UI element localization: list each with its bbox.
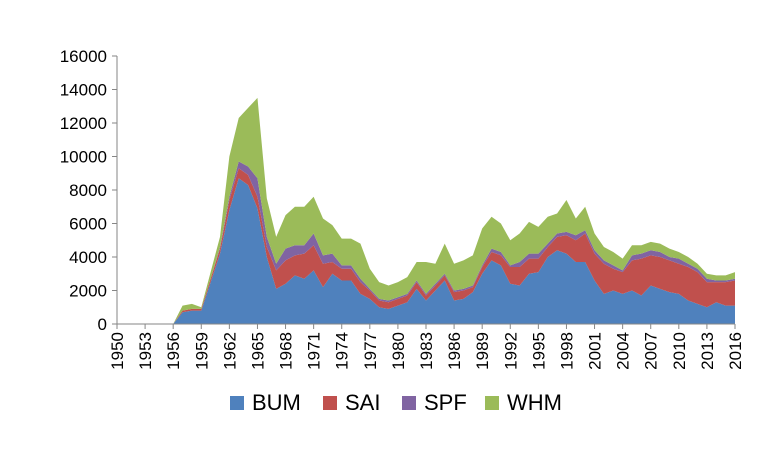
x-tick-label: 1977 [361, 332, 380, 370]
x-tick-label: 2013 [698, 332, 717, 370]
x-tick-label: 1989 [473, 332, 492, 370]
x-axis-tick-labels: 1950 1953 1956 1959 1962 1965 1968 1971 1974 1977… [108, 332, 745, 370]
x-tick-label: 1965 [248, 332, 267, 370]
legend-label-bum: BUM [252, 390, 301, 415]
x-tick-label: 2016 [726, 332, 745, 370]
x-tick-label: 1974 [333, 332, 352, 370]
y-tick-label: 2000 [69, 282, 107, 301]
y-tick-label: 8000 [69, 181, 107, 200]
x-tick-label: 1995 [529, 332, 548, 370]
x-tick-label: 1971 [305, 332, 324, 370]
x-tick-label: 1998 [557, 332, 576, 370]
x-tick-label: 2007 [642, 332, 661, 370]
y-tick-label: 16000 [60, 47, 107, 66]
legend-label-sai: SAI [345, 390, 380, 415]
x-tick-label: 1980 [389, 332, 408, 370]
x-tick-label: 1959 [192, 332, 211, 370]
axes-group [112, 55, 736, 329]
legend: BUM SAI SPF WHM [230, 390, 562, 415]
area-series-group [117, 97, 735, 324]
y-tick-label: 14000 [60, 81, 107, 100]
x-tick-label: 1968 [277, 332, 296, 370]
y-axis-tick-labels: 0 2000 4000 6000 8000 10000 12000 14000 16000 [60, 47, 107, 334]
area-bum [117, 178, 735, 324]
y-tick-label: 0 [98, 315, 107, 334]
legend-label-whm: WHM [507, 390, 562, 415]
y-tick-label: 10000 [60, 148, 107, 167]
legend-swatch-spf [402, 396, 416, 410]
x-tick-label: 1992 [501, 332, 520, 370]
x-tick-label: 1956 [164, 332, 183, 370]
legend-label-spf: SPF [424, 390, 467, 415]
x-tick-label: 1962 [220, 332, 239, 370]
x-tick-label: 2004 [614, 332, 633, 370]
x-tick-label: 1983 [417, 332, 436, 370]
y-tick-label: 6000 [69, 215, 107, 234]
x-tick-label: 2001 [586, 332, 605, 370]
y-tick-label: 12000 [60, 114, 107, 133]
x-tick-label: 2010 [670, 332, 689, 370]
x-tick-label: 1953 [136, 332, 155, 370]
legend-swatch-whm [485, 396, 499, 410]
area-whm [117, 97, 735, 324]
legend-swatch-sai [323, 396, 337, 410]
legend-swatch-bum [230, 396, 244, 410]
y-tick-label: 4000 [69, 248, 107, 267]
x-tick-label: 1950 [108, 332, 127, 370]
x-tick-label: 1986 [445, 332, 464, 370]
